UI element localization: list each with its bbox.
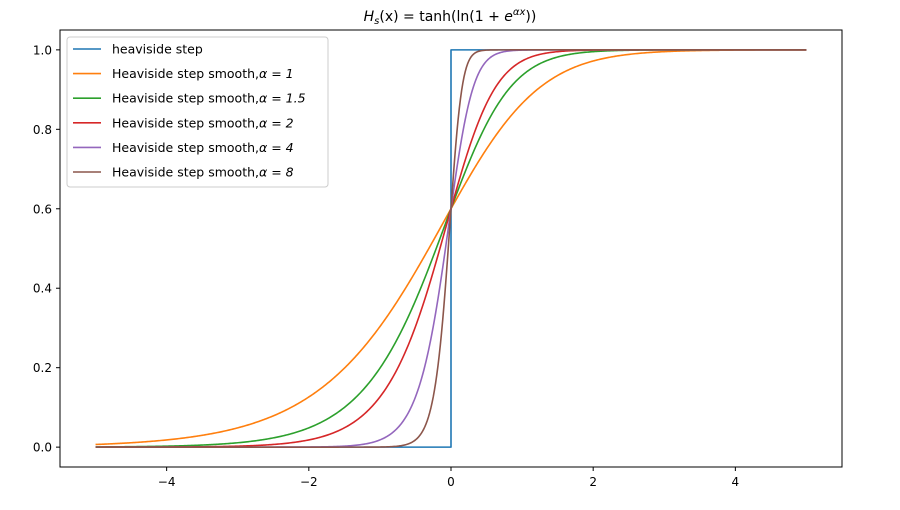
chart-title: Hs(x) = tanh(ln(1 + eαx)) bbox=[364, 7, 537, 27]
legend: heaviside step Heaviside step smooth,α = … bbox=[66, 36, 329, 188]
legend-label: Heaviside step smooth,α = 1.5 bbox=[112, 91, 306, 106]
y-tick-label: 1.0 bbox=[33, 43, 52, 57]
x-tick-label: −2 bbox=[300, 475, 318, 489]
axes-layer: −4 −2 0 2 4 0.0 0.2 0.4 0.6 0.8 1.0 bbox=[33, 29, 843, 489]
legend-label: Heaviside step smooth,α = 1 bbox=[112, 66, 294, 81]
legend-label: Heaviside step smooth,α = 4 bbox=[112, 140, 294, 155]
legend-label: Heaviside step smooth,α = 8 bbox=[112, 165, 294, 180]
x-tick-label: 2 bbox=[589, 475, 597, 489]
x-tick-label: 0 bbox=[447, 475, 455, 489]
y-tick-label: 0.4 bbox=[33, 282, 52, 296]
x-tick-label: 4 bbox=[732, 475, 740, 489]
legend-label: heaviside step bbox=[112, 42, 203, 57]
y-tick-label: 0.2 bbox=[33, 361, 52, 375]
x-tick-label: −4 bbox=[158, 475, 176, 489]
legend-label: Heaviside step smooth,α = 2 bbox=[112, 115, 294, 130]
y-tick-label: 0.8 bbox=[33, 123, 52, 137]
series-layer bbox=[95, 49, 807, 448]
series-line-5 bbox=[95, 49, 807, 448]
y-tick-label: 0.0 bbox=[33, 441, 52, 455]
legend-box bbox=[66, 36, 329, 188]
y-tick-label: 0.6 bbox=[33, 202, 52, 216]
